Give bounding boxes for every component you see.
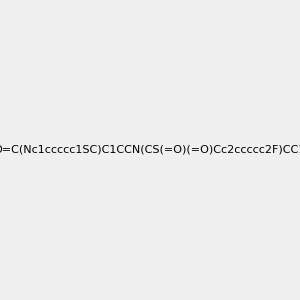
- Text: O=C(Nc1ccccc1SC)C1CCN(CS(=O)(=O)Cc2ccccc2F)CC1: O=C(Nc1ccccc1SC)C1CCN(CS(=O)(=O)Cc2ccccc…: [0, 145, 300, 155]
